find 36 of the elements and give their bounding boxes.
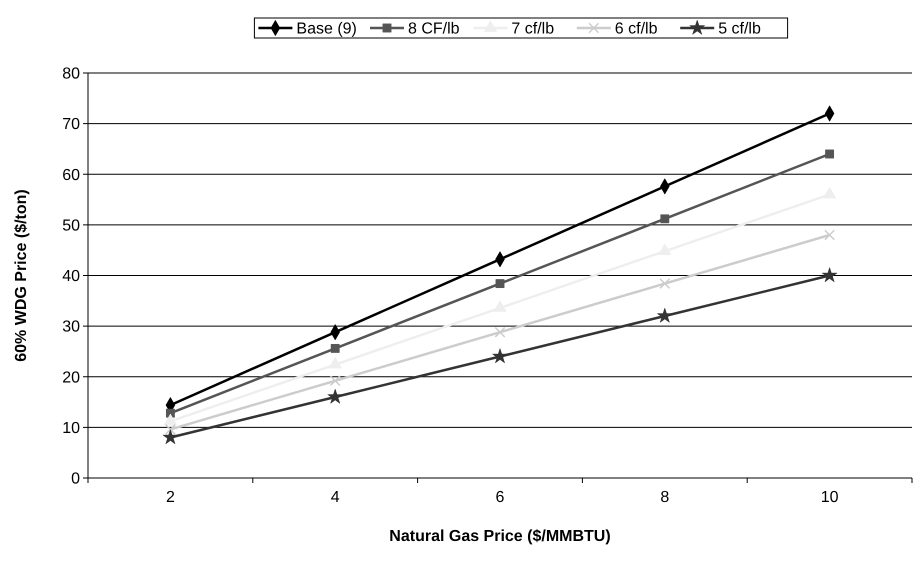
y-tick-label: 20	[62, 369, 80, 386]
legend-label: Base (9)	[296, 20, 357, 38]
x-tick-label: 2	[166, 489, 175, 506]
legend-label: 8 CF/lb	[408, 20, 460, 38]
legend-label: 7 cf/lb	[511, 20, 554, 38]
point	[162, 429, 178, 444]
point	[496, 279, 504, 288]
point	[327, 388, 343, 404]
point	[330, 344, 340, 353]
point	[660, 214, 670, 224]
point	[494, 326, 506, 338]
point	[822, 267, 838, 282]
x-tick-label: 8	[660, 489, 670, 506]
point	[330, 375, 341, 386]
point	[492, 348, 508, 364]
y-axis-title: 60% WDG Price ($/ton)	[13, 189, 30, 362]
y-tick-label: 70	[62, 116, 80, 134]
y-tick-label: 50	[62, 217, 80, 234]
legend-label: 6 cf/lb	[614, 20, 658, 38]
y-tick-label: 60	[62, 166, 80, 184]
point	[657, 308, 673, 323]
x-tick-label: 6	[496, 489, 505, 506]
y-tick-label: 80	[62, 66, 80, 83]
x-tick-label: 4	[330, 489, 340, 506]
x-axis-title: Natural Gas Price ($/MMBTU)	[389, 528, 611, 545]
y-tick-label: 40	[62, 268, 80, 286]
y-tick-label: 0	[71, 470, 80, 488]
legend-label: 5 cf/lb	[718, 20, 761, 38]
point	[659, 278, 670, 290]
point	[164, 424, 176, 435]
y-tick-label: 10	[62, 420, 80, 437]
y-tick-label: 30	[62, 318, 80, 336]
point	[164, 414, 178, 426]
point	[825, 150, 834, 158]
x-tick-label: 10	[820, 489, 839, 506]
point	[824, 230, 836, 240]
